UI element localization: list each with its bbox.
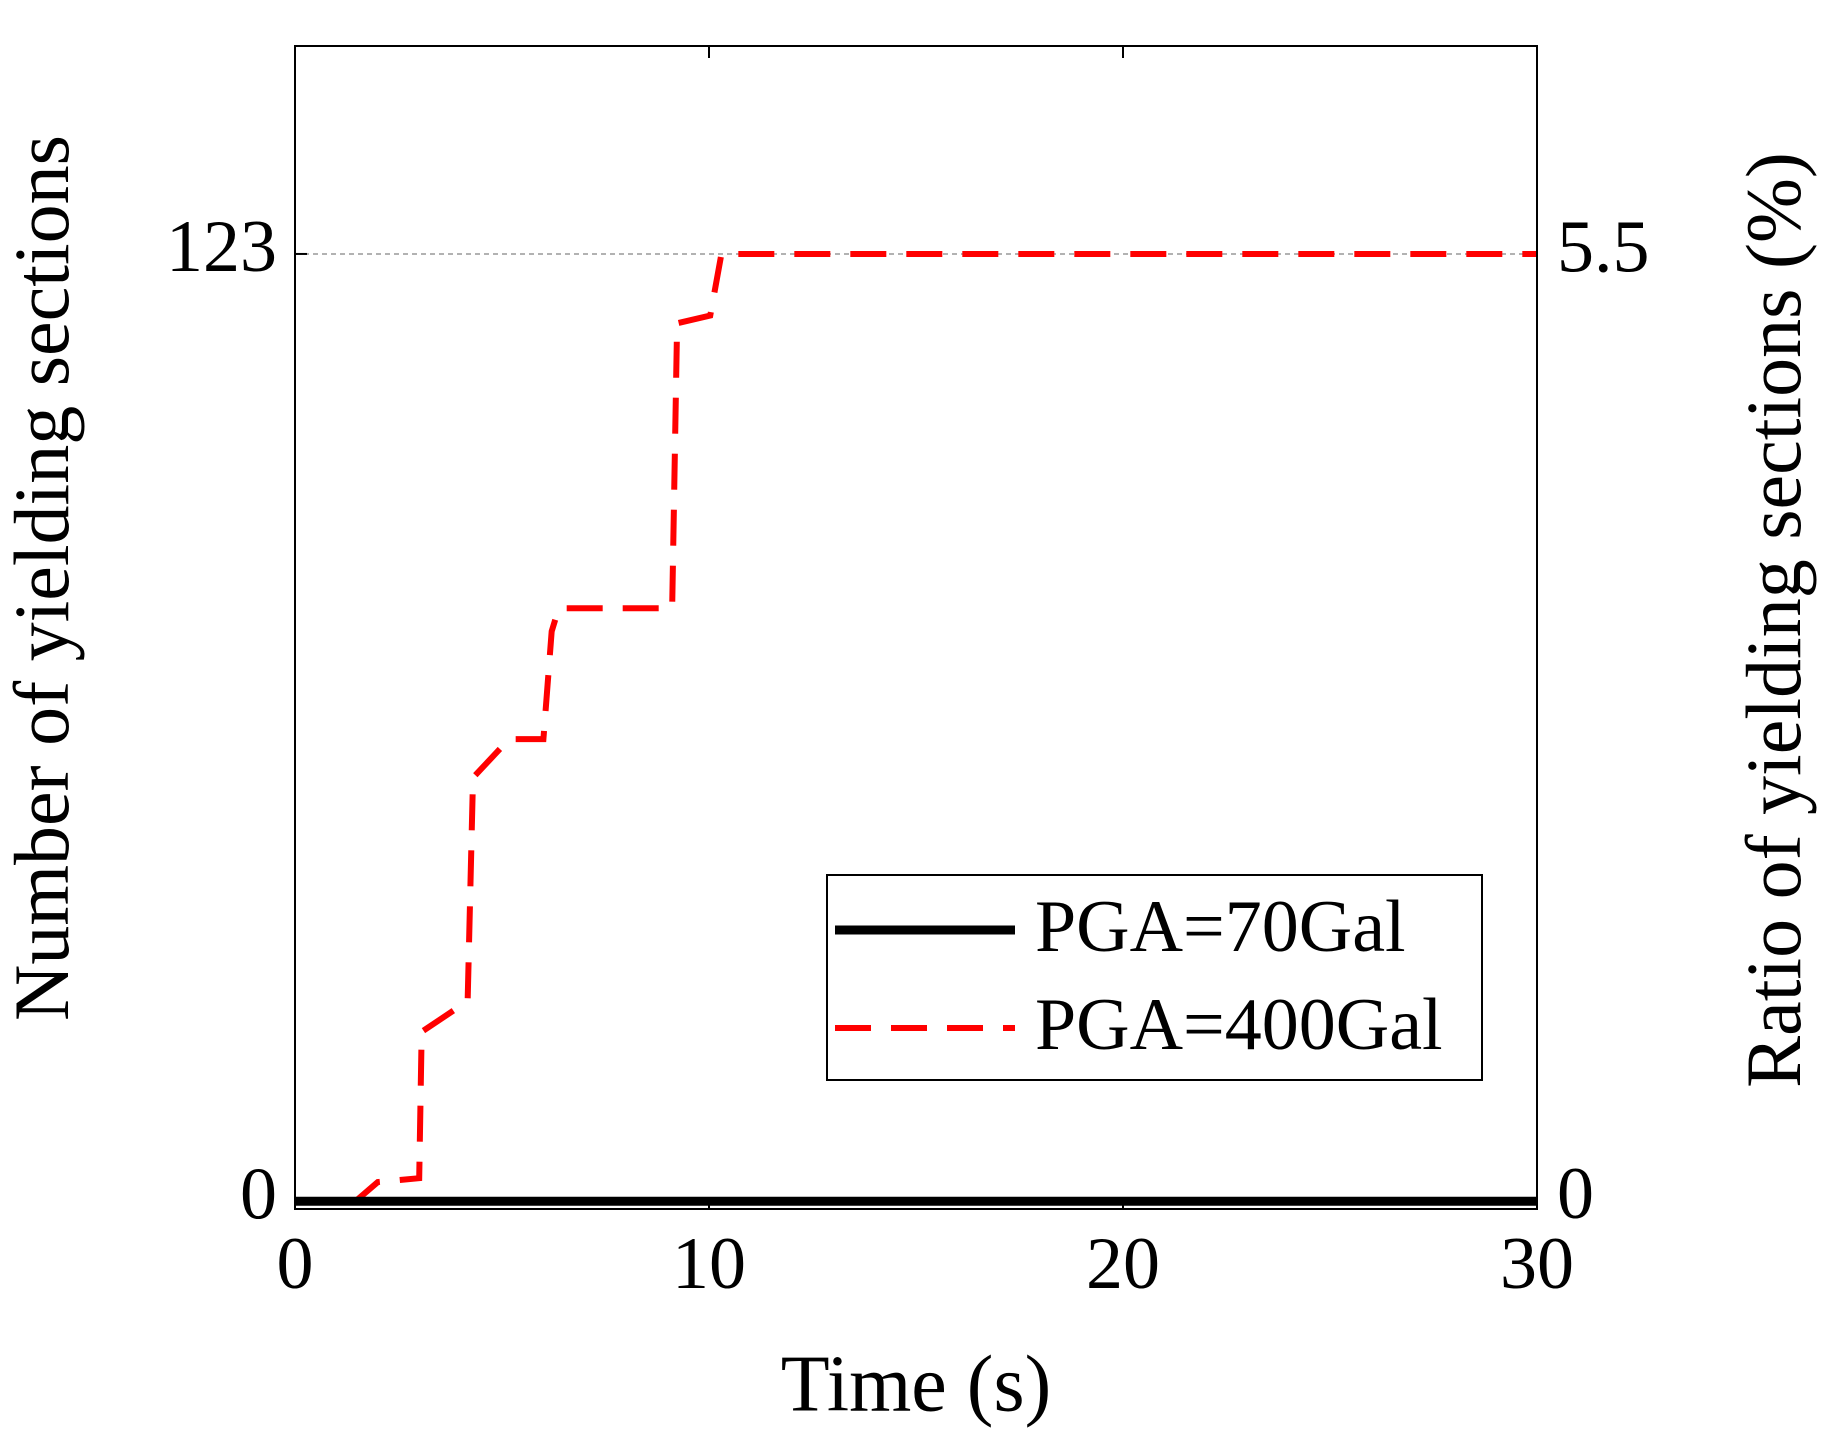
x-axis-label: Time (s) bbox=[781, 1340, 1051, 1428]
y2-tick-label: 5.5 bbox=[1557, 206, 1650, 288]
y2-axis-label: Ratio of yielding sections (%) bbox=[1730, 152, 1817, 1088]
data-line bbox=[295, 250, 1537, 1205]
legend-label: PGA=400Gal bbox=[1035, 984, 1443, 1066]
legend-box bbox=[826, 874, 1483, 1081]
y-tick-label: 0 bbox=[240, 1153, 277, 1235]
x-tick-label: 10 bbox=[672, 1223, 746, 1305]
x-tick-label: 30 bbox=[1500, 1223, 1574, 1305]
plot-frame bbox=[294, 45, 1538, 1210]
x-tick-label: 20 bbox=[1086, 1223, 1160, 1305]
y-tick-label: 123 bbox=[166, 206, 277, 288]
y2-tick-label: 0 bbox=[1557, 1153, 1594, 1235]
x-tick-label: 0 bbox=[277, 1223, 314, 1305]
legend-label: PGA=70Gal bbox=[1035, 886, 1406, 968]
y-axis-label: Number of yielding sections bbox=[0, 135, 85, 1021]
